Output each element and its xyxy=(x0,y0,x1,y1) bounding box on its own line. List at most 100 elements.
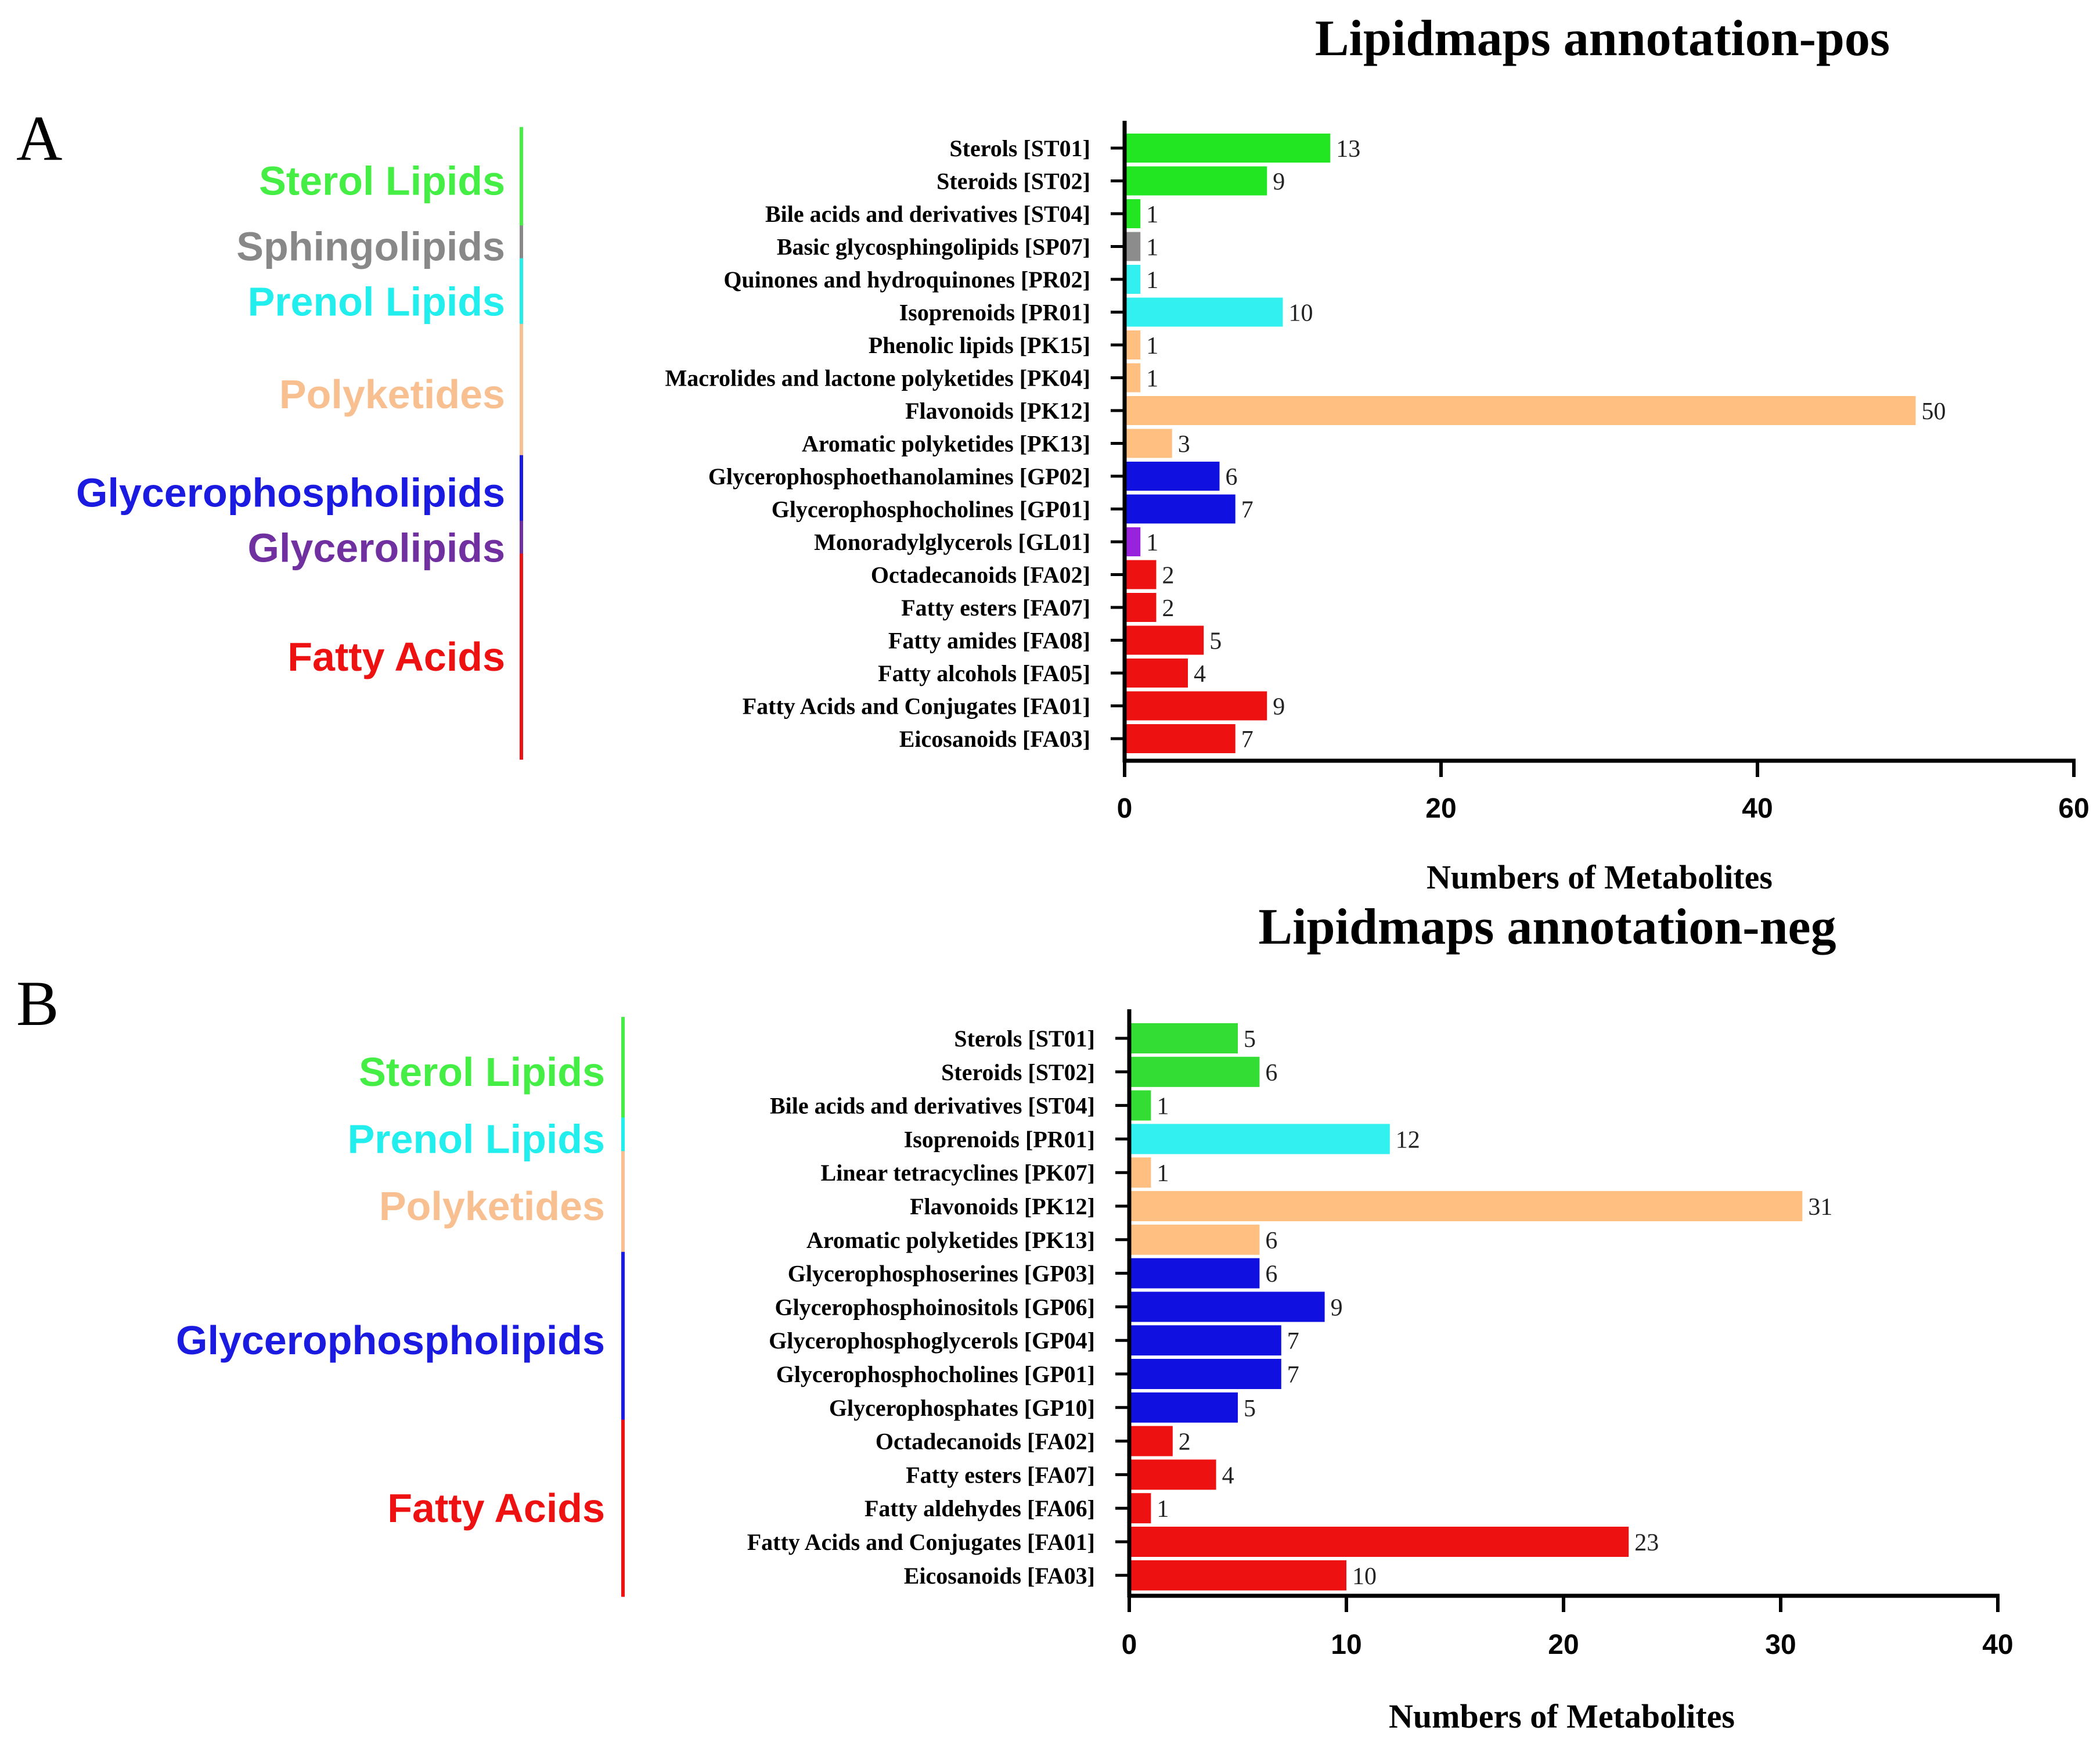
group-label: Polyketides xyxy=(379,1183,605,1229)
category-label: Sterols [ST01] xyxy=(949,135,1090,161)
category-label: Aromatic polyketides [PK13] xyxy=(806,1227,1095,1253)
x-tick-label: 60 xyxy=(2058,793,2089,824)
bar xyxy=(1126,429,1172,458)
bar xyxy=(1131,1191,1803,1221)
group-label: Polyketides xyxy=(279,372,505,417)
value-label: 1 xyxy=(1146,333,1158,359)
category-label: Glycerophosphates [GP10] xyxy=(829,1395,1095,1421)
group-label: Sterol Lipids xyxy=(359,1049,605,1095)
bar xyxy=(1131,1157,1151,1188)
group-label: Prenol Lipids xyxy=(348,1116,605,1161)
chart-title: Lipidmaps annotation-neg xyxy=(1258,899,1836,955)
value-label: 5 xyxy=(1209,628,1222,655)
bar xyxy=(1126,462,1220,491)
chart-title: Lipidmaps annotation-pos xyxy=(1315,10,1890,67)
category-label: Monoradylglycerols [GL01] xyxy=(814,529,1090,555)
value-label: 6 xyxy=(1265,1228,1277,1254)
panel-label: B xyxy=(16,968,59,1039)
category-label: Steroids [ST02] xyxy=(936,168,1090,195)
bar xyxy=(1131,1560,1346,1591)
bar xyxy=(1126,527,1141,556)
value-label: 5 xyxy=(1244,1395,1256,1422)
bar xyxy=(1131,1124,1390,1154)
bar xyxy=(1126,166,1267,196)
category-label: Isoprenoids [PR01] xyxy=(899,300,1090,326)
category-label: Fatty Acids and Conjugates [FA01] xyxy=(747,1529,1095,1555)
category-label: Glycerophosphoinositols [GP06] xyxy=(775,1294,1095,1320)
group-label: Prenol Lipids xyxy=(248,279,505,325)
x-tick-label: 0 xyxy=(1122,1629,1137,1660)
category-label: Basic glycosphingolipids [SP07] xyxy=(777,234,1090,260)
bar xyxy=(1131,1224,1260,1255)
category-label: Octadecanoids [FA02] xyxy=(871,562,1090,588)
category-label: Fatty amides [FA08] xyxy=(888,628,1090,654)
bar xyxy=(1131,1090,1151,1121)
group-label: Sterol Lipids xyxy=(259,159,505,204)
group-label: Sphingolipids xyxy=(236,224,505,269)
bar xyxy=(1126,134,1331,163)
value-label: 13 xyxy=(1336,136,1360,163)
value-label: 4 xyxy=(1194,661,1206,688)
value-label: 1 xyxy=(1146,267,1158,294)
bar xyxy=(1126,396,1916,425)
category-label: Glycerophosphocholines [GP01] xyxy=(772,497,1090,523)
bar xyxy=(1131,1527,1629,1557)
bar xyxy=(1131,1493,1151,1524)
value-label: 31 xyxy=(1808,1194,1832,1221)
value-label: 2 xyxy=(1162,595,1175,622)
value-label: 7 xyxy=(1287,1328,1299,1355)
category-label: Eicosanoids [FA03] xyxy=(899,726,1090,752)
value-label: 1 xyxy=(1146,202,1158,228)
value-label: 2 xyxy=(1162,563,1175,589)
value-label: 4 xyxy=(1222,1462,1234,1489)
category-label: Isoprenoids [PR01] xyxy=(904,1126,1095,1152)
value-label: 9 xyxy=(1331,1294,1343,1321)
category-label: Glycerophosphoglycerols [GP04] xyxy=(769,1328,1095,1354)
bar xyxy=(1126,724,1235,753)
bar xyxy=(1131,1291,1325,1322)
bar xyxy=(1126,625,1204,655)
panel-b: B Lipidmaps annotation-neg Sterols [ST01] 5… xyxy=(16,899,2013,1735)
category-label: Fatty esters [FA07] xyxy=(906,1462,1095,1488)
panel-a: A Lipidmaps annotation-pos Sterols [ST01] 1… xyxy=(16,10,2090,896)
value-label: 7 xyxy=(1241,497,1253,524)
value-label: 7 xyxy=(1287,1362,1299,1388)
bar xyxy=(1126,363,1141,393)
category-label: Fatty Acids and Conjugates [FA01] xyxy=(743,693,1090,719)
value-label: 3 xyxy=(1178,431,1190,458)
value-label: 10 xyxy=(1352,1563,1377,1590)
bar xyxy=(1131,1459,1216,1490)
value-label: 6 xyxy=(1226,464,1238,491)
value-label: 1 xyxy=(1146,235,1158,261)
category-label: Macrolides and lactone polyketides [PK04… xyxy=(665,365,1090,391)
value-label: 1 xyxy=(1157,1093,1169,1120)
category-label: Glycerophosphocholines [GP01] xyxy=(776,1361,1095,1387)
category-label: Steroids [ST02] xyxy=(941,1059,1095,1085)
x-tick-label: 20 xyxy=(1548,1629,1579,1660)
bar xyxy=(1126,265,1141,294)
x-tick-label: 40 xyxy=(1742,793,1773,824)
bar xyxy=(1126,494,1235,524)
bar xyxy=(1126,560,1157,589)
bar xyxy=(1131,1056,1260,1087)
value-label: 23 xyxy=(1634,1530,1659,1556)
category-label: Bile acids and derivatives [ST04] xyxy=(765,201,1090,227)
group-label: Fatty Acids xyxy=(387,1485,605,1531)
category-label: Flavonoids [PK12] xyxy=(910,1193,1095,1219)
value-label: 6 xyxy=(1265,1261,1277,1288)
value-label: 2 xyxy=(1179,1429,1191,1456)
x-tick-label: 0 xyxy=(1117,793,1133,824)
bar xyxy=(1131,1023,1238,1053)
value-label: 9 xyxy=(1273,169,1285,196)
category-label: Aromatic polyketides [PK13] xyxy=(802,431,1090,457)
bar xyxy=(1126,297,1283,327)
category-label: Flavonoids [PK12] xyxy=(905,398,1090,424)
category-label: Glycerophosphoethanolamines [GP02] xyxy=(708,463,1090,490)
x-tick-label: 10 xyxy=(1331,1629,1361,1660)
category-label: Quinones and hydroquinones [PR02] xyxy=(723,267,1090,293)
bar xyxy=(1131,1392,1238,1423)
x-tick-label: 40 xyxy=(1982,1629,2013,1660)
category-label: Fatty aldehydes [FA06] xyxy=(865,1495,1095,1521)
category-label: Phenolic lipids [PK15] xyxy=(869,332,1090,358)
bar xyxy=(1126,330,1141,359)
